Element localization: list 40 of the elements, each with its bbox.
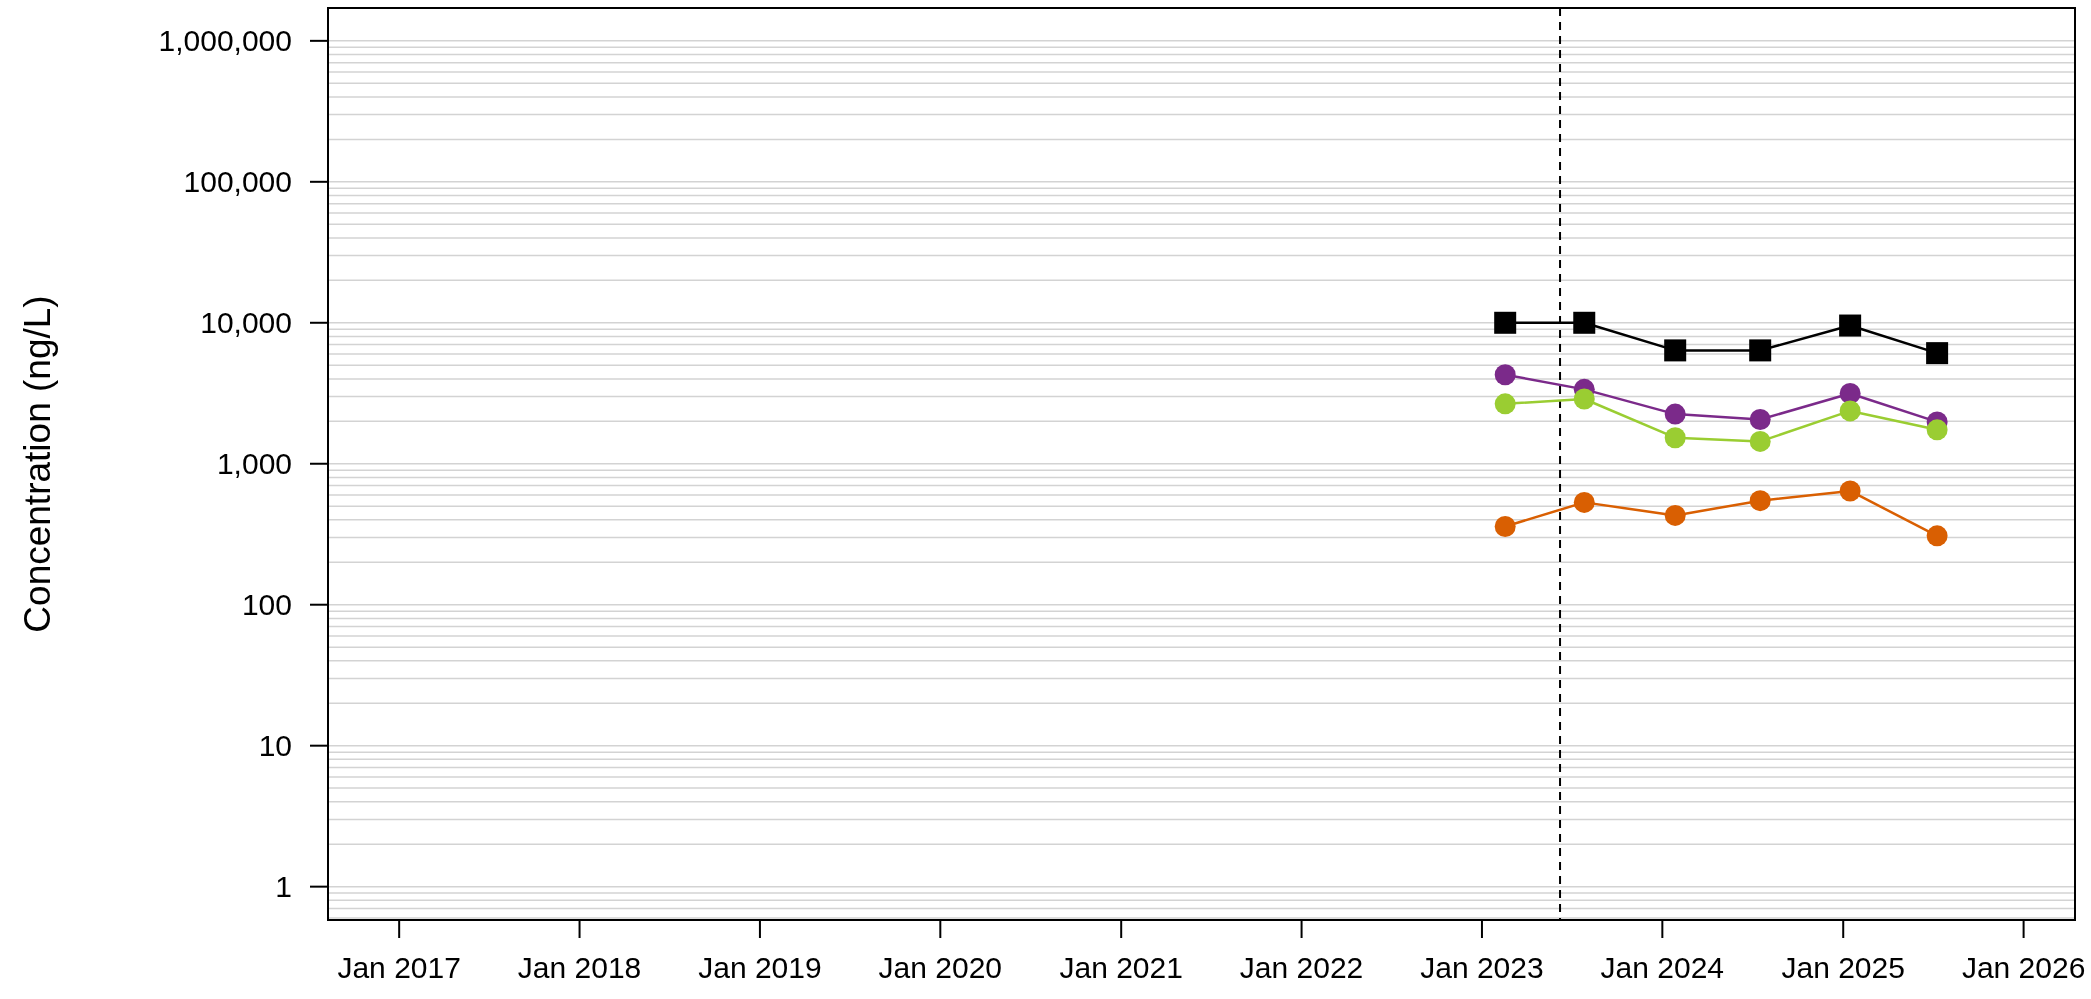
point: [1573, 491, 1595, 513]
point: [1664, 427, 1686, 449]
x-tick-label: Jan 2017: [337, 951, 461, 984]
point: [1664, 339, 1687, 362]
x-tick-label: Jan 2019: [698, 951, 822, 984]
y-tick-label: 1,000: [216, 447, 292, 481]
point: [1749, 409, 1771, 430]
y-tick-label: 1,000,000: [158, 24, 292, 58]
point: [1926, 419, 1948, 441]
point: [1926, 342, 1949, 365]
x-tick-label: Jan 2026: [1961, 951, 2086, 984]
x-tick-label: Jan 2022: [1239, 951, 1364, 984]
point: [1494, 364, 1516, 386]
point: [1839, 400, 1861, 422]
y-tick-label: 100: [241, 588, 292, 622]
x-tick-label: Jan 2024: [1600, 951, 1725, 984]
point: [1494, 311, 1517, 334]
x-tick-label: Jan 2018: [517, 951, 642, 984]
y-tick-label: 1: [275, 870, 292, 904]
point: [1839, 383, 1861, 404]
point: [1664, 504, 1686, 526]
point: [1749, 430, 1771, 452]
x-tick-label: Jan 2025: [1781, 951, 1905, 984]
point: [1749, 490, 1771, 512]
point: [1494, 515, 1516, 537]
y-tick-label: 10: [258, 729, 292, 763]
point: [1839, 314, 1862, 337]
point: [1573, 388, 1595, 410]
y-tick-label: 100,000: [183, 165, 292, 199]
point: [1573, 311, 1596, 334]
y-tick-label: 10,000: [200, 306, 292, 340]
x-tick-label: Jan 2023: [1420, 951, 1544, 984]
point: [1664, 403, 1686, 425]
point: [1839, 480, 1861, 502]
x-tick-label: Jan 2020: [878, 951, 1003, 984]
x-tick-label: Jan 2021: [1059, 951, 1183, 984]
point: [1926, 525, 1948, 547]
point: [1749, 339, 1772, 362]
point: [1494, 393, 1516, 415]
y-axis-title: Concentration (ng/L): [17, 295, 58, 633]
